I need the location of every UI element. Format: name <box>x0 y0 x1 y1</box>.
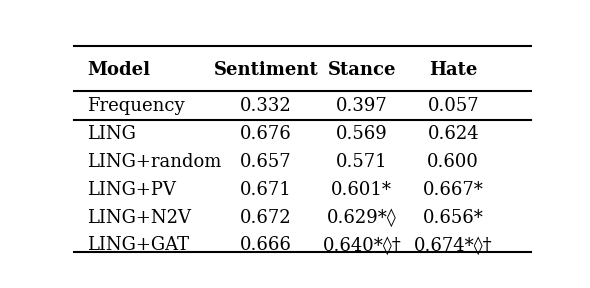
Text: 0.601*: 0.601* <box>332 181 392 199</box>
Text: 0.057: 0.057 <box>427 96 479 115</box>
Text: 0.640*◊†: 0.640*◊† <box>323 236 401 255</box>
Text: 0.629*◊: 0.629*◊ <box>327 208 396 227</box>
Text: 0.674*◊†: 0.674*◊† <box>414 236 493 255</box>
Text: 0.656*: 0.656* <box>423 209 484 227</box>
Text: LING+PV: LING+PV <box>87 181 176 199</box>
Text: LING+random: LING+random <box>87 153 222 171</box>
Text: 0.600: 0.600 <box>427 153 479 171</box>
Text: 0.672: 0.672 <box>240 209 291 227</box>
Text: 0.571: 0.571 <box>336 153 388 171</box>
Text: 0.671: 0.671 <box>240 181 291 199</box>
Text: Hate: Hate <box>429 61 477 79</box>
Text: 0.332: 0.332 <box>240 96 291 115</box>
Text: 0.676: 0.676 <box>240 125 291 143</box>
Text: 0.624: 0.624 <box>427 125 479 143</box>
Text: Model: Model <box>87 61 150 79</box>
Text: LING+N2V: LING+N2V <box>87 209 192 227</box>
Text: 0.569: 0.569 <box>336 125 388 143</box>
Text: 0.397: 0.397 <box>336 96 388 115</box>
Text: Sentiment: Sentiment <box>214 61 318 79</box>
Text: 0.657: 0.657 <box>240 153 291 171</box>
Text: Stance: Stance <box>327 61 396 79</box>
Text: 0.667*: 0.667* <box>423 181 484 199</box>
Text: 0.666: 0.666 <box>240 236 291 254</box>
Text: Frequency: Frequency <box>87 96 185 115</box>
Text: LING: LING <box>87 125 136 143</box>
Text: LING+GAT: LING+GAT <box>87 236 189 254</box>
